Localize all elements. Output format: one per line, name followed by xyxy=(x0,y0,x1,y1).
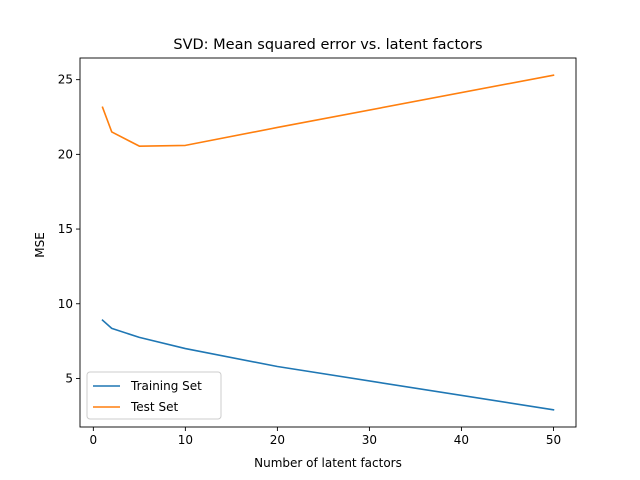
legend-label-1: Training Set xyxy=(130,379,202,393)
legend-box xyxy=(86,371,222,420)
y-tick-label: 10 xyxy=(58,297,73,311)
x-axis-label: Number of latent factors xyxy=(254,456,402,470)
y-tick-label: 5 xyxy=(65,371,73,385)
series-line-2 xyxy=(101,74,555,147)
y-axis-label: MSE xyxy=(33,232,47,258)
x-tick-label: 20 xyxy=(270,433,285,447)
plot-area: 0 10 20 30 40 50 5 10 15 20 25 xyxy=(58,57,577,447)
x-tick-label: 30 xyxy=(362,433,377,447)
chart-title: SVD: Mean squared error vs. latent facto… xyxy=(173,37,482,53)
x-tick-label: 40 xyxy=(454,433,469,447)
axes-frame xyxy=(79,57,577,428)
series-line-1 xyxy=(101,319,555,411)
y-tick-label: 25 xyxy=(58,73,73,87)
x-tick-label: 50 xyxy=(546,433,561,447)
x-tick-label: 0 xyxy=(90,433,98,447)
y-tick-label: 20 xyxy=(58,147,73,161)
legend-label-2: Test Set xyxy=(130,400,178,414)
legend: Training Set Test Set xyxy=(86,371,222,420)
y-tick-label: 15 xyxy=(58,222,73,236)
x-tick-label: 10 xyxy=(178,433,193,447)
